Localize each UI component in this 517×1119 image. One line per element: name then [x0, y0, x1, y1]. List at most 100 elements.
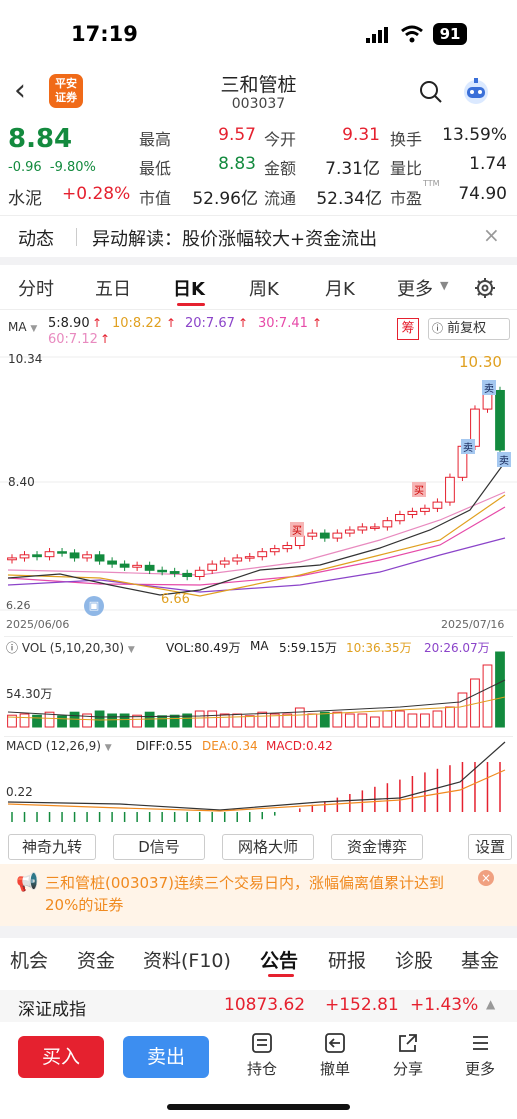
tab-daily-k[interactable]: 日K	[173, 279, 205, 300]
candle	[395, 514, 405, 522]
min-price-label: 6.66	[161, 592, 190, 607]
chevron-down-icon[interactable]: ▼	[440, 279, 449, 292]
volume-bar	[157, 715, 168, 728]
volume-bar	[257, 711, 268, 728]
up-arrow-icon: ↑	[166, 316, 177, 330]
megaphone-icon: 📢	[16, 872, 39, 893]
macd-diff-line	[7, 741, 506, 811]
tab-f10[interactable]: 资料(F10)	[143, 950, 231, 972]
section-gap	[0, 257, 517, 265]
vol-legend: ⓘ VOL (5,10,20,30) ▼ VOL:80.49万 MA 5:59.…	[4, 636, 513, 655]
vol-ma20: 20:26.07万	[424, 641, 490, 655]
volume-bar	[232, 713, 243, 728]
volume-bar	[182, 713, 193, 728]
open-label: 今开	[264, 130, 297, 149]
tab-five-day[interactable]: 五日	[95, 279, 131, 300]
close-icon[interactable]: ×	[483, 223, 500, 247]
market-cap-label: 市值	[139, 189, 172, 208]
divider	[0, 309, 517, 310]
event-marker-icon[interactable]: ▣	[84, 596, 104, 616]
volume-bar	[420, 713, 430, 728]
more-button[interactable]: 更多	[455, 1032, 505, 1079]
sell-signal-badge: 卖	[497, 452, 511, 467]
candle	[307, 532, 318, 537]
quote-panel: 8.84 -0.96 -9.80% 水泥 +0.28% 最高 9.57 今开 9…	[0, 118, 517, 214]
candle	[294, 535, 305, 547]
vol-ma10-line	[7, 696, 506, 721]
news-headline[interactable]: 异动解读：股价涨幅较大+资金流出	[92, 229, 378, 250]
sell-button[interactable]: 卖出	[123, 1036, 209, 1078]
back-icon[interactable]: ‹	[14, 73, 26, 108]
tab-weekly-k[interactable]: 周K	[249, 279, 279, 300]
indicator-capital-game[interactable]: 资金博弈	[331, 834, 423, 860]
index-ticker[interactable]: 深证成指 10873.62 +152.81 +1.43% ▲	[0, 990, 517, 1022]
tab-intraday[interactable]: 分时	[18, 279, 54, 300]
volume-bar	[57, 715, 67, 728]
indicator-d-signal[interactable]: D信号	[113, 834, 205, 860]
tab-fund[interactable]: 基金	[461, 950, 500, 972]
tab-research[interactable]: 研报	[328, 950, 367, 972]
robot-assistant-icon[interactable]	[461, 76, 491, 106]
volume-bar	[457, 692, 468, 728]
indicator-grid-master[interactable]: 网格大师	[222, 834, 314, 860]
section-gap	[0, 926, 517, 938]
macd-selector[interactable]: MACD (12,26,9) ▼	[6, 739, 112, 753]
ma60-value: 60:7.12	[48, 332, 98, 347]
chart-area[interactable]: MA ▼ 5:8.90 ↑ 10:8.22 ↑ 20:7.67 ↑ 30:7.41 ↑ …	[0, 312, 517, 827]
turnover-value: 13.59%	[442, 125, 507, 145]
volume-bar	[395, 710, 405, 728]
tab-opportunity[interactable]: 机会	[10, 950, 49, 972]
indicator-settings[interactable]: 设置	[468, 834, 512, 860]
candle	[269, 548, 280, 553]
float-cap-label: 流通	[264, 189, 297, 208]
pe-label: 市盈	[390, 189, 423, 208]
macd-value: MACD:0.42	[266, 739, 333, 753]
candle	[357, 526, 368, 531]
broker-logo: 平安 证券	[49, 74, 83, 108]
risk-alert[interactable]: 📢 三和管桩(003037)连续三个交易日内，涨幅偏离值累计达到20%的证券 ×	[0, 864, 517, 926]
holdings-button[interactable]: 持仓	[237, 1032, 287, 1079]
candle	[44, 551, 55, 558]
indicator-nine-turn[interactable]: 神奇九转	[8, 834, 96, 860]
chip-distribution-button[interactable]: 筹	[397, 318, 419, 340]
close-icon[interactable]: ×	[478, 870, 494, 886]
share-button[interactable]: 分享	[383, 1032, 433, 1079]
sector-name[interactable]: 水泥	[8, 189, 42, 209]
y-axis-mid: 8.40	[8, 475, 35, 489]
search-icon[interactable]	[419, 80, 443, 104]
stock-header: ‹ 平安 证券 三和管桩 003037	[0, 66, 517, 118]
buy-button[interactable]: 买入	[18, 1036, 104, 1078]
active-tab-indicator	[177, 303, 205, 306]
candle	[244, 556, 255, 559]
signal-icon	[366, 27, 388, 43]
tab-monthly-k[interactable]: 月K	[325, 279, 355, 300]
volume-ratio-label: 量比	[390, 159, 423, 178]
low-value: 8.83	[218, 154, 256, 174]
candle	[82, 554, 92, 559]
stock-name: 三和管桩	[220, 74, 297, 96]
candle	[19, 554, 30, 559]
gear-icon[interactable]	[474, 277, 496, 299]
cancel-order-button[interactable]: 撤单	[310, 1032, 360, 1079]
undo-icon	[325, 1033, 345, 1053]
cancel-order-label: 撤单	[319, 1060, 350, 1078]
tab-announcement[interactable]: 公告	[260, 950, 299, 972]
chevron-up-icon[interactable]: ▲	[486, 997, 496, 1011]
tab-more[interactable]: 更多	[397, 279, 433, 300]
last-price: 8.84	[8, 124, 73, 154]
volume-bar	[307, 713, 318, 728]
tab-capital[interactable]: 资金	[77, 950, 116, 972]
candle	[157, 569, 168, 573]
amount-value: 7.31亿	[325, 159, 380, 179]
ma30-value: 30:7.41	[258, 316, 308, 331]
adjust-mode-button[interactable]: ⓘ 前复权	[428, 318, 510, 340]
ma-selector[interactable]: MA ▼	[8, 320, 38, 334]
candle	[144, 564, 155, 571]
news-ticker[interactable]: 动态 异动解读：股价涨幅较大+资金流出 ×	[0, 215, 517, 257]
vol-selector[interactable]: ⓘ VOL (5,10,20,30) ▼	[6, 641, 135, 655]
candle	[57, 551, 67, 554]
ma30-line	[7, 506, 506, 586]
macd-dea: DEA:0.34	[202, 739, 258, 753]
tab-diagnosis[interactable]: 诊股	[395, 950, 434, 972]
macd-legend: MACD (12,26,9) ▼ DIFF:0.55 DEA:0.34 MACD…	[4, 736, 513, 754]
